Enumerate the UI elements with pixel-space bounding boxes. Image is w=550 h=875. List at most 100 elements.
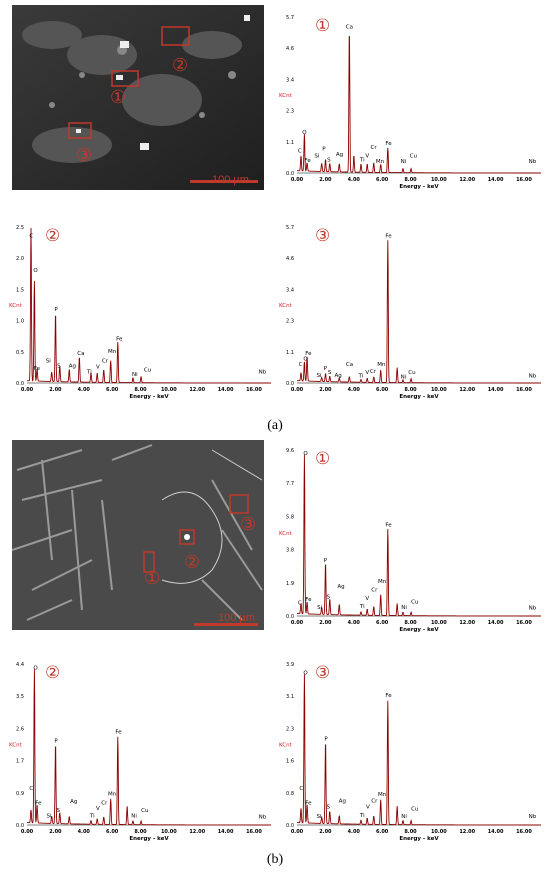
y-axis-label: KCnt: [279, 743, 293, 749]
peak-label-ca: Ca: [346, 362, 353, 368]
spectrum-a2: 0.0 0.5 1.0 1.5 2.0 2.5 0.00 2.00 4.00 6.00 8.00 10…: [9, 225, 271, 400]
peak-label-s: S: [327, 157, 331, 163]
peak-label-c: C: [29, 786, 33, 792]
x-tick-label: 6.00: [376, 387, 389, 393]
x-tick-label: 12.00: [459, 387, 475, 393]
sem-image-b: ① ② ③ 100 µm: [12, 440, 264, 630]
peak-label-s: S: [326, 594, 330, 600]
spectrum-line: [297, 454, 541, 617]
peak-label-fe: Fe: [305, 351, 312, 357]
peak-label-v: V: [96, 365, 100, 371]
peak-label-mn: Mn: [377, 362, 386, 368]
panel-label-a: (a): [267, 418, 283, 433]
x-tick-label: 2.00: [319, 387, 332, 393]
peak-label-cu: Cu: [411, 807, 418, 813]
peak-label-ag: Ag: [337, 584, 344, 590]
x-tick-label: 0.00: [291, 620, 304, 626]
peak-label-cu: Cu: [144, 368, 151, 374]
peak-label-o: O: [33, 665, 38, 671]
sem-image-a-drawing: [12, 5, 264, 190]
x-tick-label: 10.00: [161, 829, 177, 835]
x-tick-label: 6.00: [376, 620, 389, 626]
x-tick-label: 14.00: [488, 620, 504, 626]
x-tick-label: 16.00: [516, 829, 532, 835]
spectrum-line: [27, 227, 271, 384]
peak-label-fe: Fe: [305, 800, 312, 806]
peak-label-c: C: [298, 600, 302, 606]
peak-label-nb: Nb: [259, 370, 267, 376]
peak-label-fe: Fe: [385, 523, 392, 529]
x-tick-label: 4.00: [348, 177, 361, 183]
peak-label-ni: Ni: [401, 159, 407, 165]
peak-label-cr: Cr: [371, 798, 378, 804]
y-tick-label: 1.7: [16, 759, 24, 765]
x-tick-label: 4.00: [348, 387, 361, 393]
x-tick-label: 8.00: [404, 177, 417, 183]
peak-label-mn: Mn: [108, 349, 117, 355]
x-tick-label: 10.00: [161, 387, 177, 393]
y-tick-label: 2.0: [16, 256, 24, 262]
x-tick-label: 8.00: [134, 829, 147, 835]
peak-label-si: Si: [46, 814, 51, 820]
peak-label-c: C: [299, 362, 303, 368]
x-tick-label: 14.00: [488, 829, 504, 835]
peak-label-s: S: [56, 808, 60, 814]
x-axis-label: Energy - keV: [129, 836, 169, 842]
y-tick-label: 4.6: [286, 256, 294, 262]
peak-label-cr: Cr: [371, 588, 378, 594]
y-tick-label: 9.6: [286, 448, 294, 454]
x-tick-label: 16.00: [516, 620, 532, 626]
sem-scale-label-a: 100 µm: [212, 174, 249, 186]
spectrum-line: [297, 240, 541, 384]
x-tick-label: 12.00: [189, 387, 205, 393]
peak-label-si: Si: [317, 605, 322, 611]
y-tick-label: 1.6: [286, 759, 294, 765]
peak-label-nb: Nb: [529, 159, 537, 165]
x-tick-label: 4.00: [78, 387, 91, 393]
peak-label-ti: Ti: [359, 813, 365, 819]
peak-label-s: S: [326, 805, 330, 811]
x-tick-label: 8.00: [134, 387, 147, 393]
sem-scale-label-b: 100 µm: [218, 612, 255, 624]
peak-label-ca: Ca: [77, 351, 84, 357]
y-tick-label: 0.9: [16, 791, 24, 797]
y-axis-label: KCnt: [279, 303, 293, 309]
peak-label-ni: Ni: [401, 605, 407, 611]
y-tick-label: 1.0: [16, 319, 24, 325]
x-tick-label: 2.00: [319, 177, 332, 183]
peak-label-nb: Nb: [529, 814, 537, 820]
x-tick-label: 10.00: [431, 387, 447, 393]
peak-label-cu: Cu: [411, 600, 418, 606]
x-tick-label: 2.00: [319, 829, 332, 835]
x-tick-label: 6.00: [106, 829, 119, 835]
x-tick-label: 2.00: [319, 620, 332, 626]
peak-label-ag: Ag: [335, 373, 342, 379]
x-axis-label: Energy - keV: [399, 836, 439, 842]
peak-label-fe: Fe: [385, 141, 392, 147]
y-axis-label: KCnt: [279, 93, 293, 99]
sem-marker-a-1: ①: [110, 87, 127, 107]
peak-label-ti: Ti: [359, 157, 365, 163]
y-axis-label: KCnt: [9, 743, 23, 749]
peak-label-o: O: [33, 268, 38, 274]
peak-label-v: V: [365, 153, 369, 159]
y-tick-label: 0.0: [286, 614, 294, 620]
spectrum-a1: 0.0 1.1 2.3 3.4 4.6 5.7 0.00 2.00 4.00 6.00 8.00 10…: [279, 15, 541, 190]
y-tick-label: 3.4: [286, 77, 294, 83]
spectrum-line: [27, 669, 271, 826]
x-tick-label: 4.00: [348, 829, 361, 835]
peak-label-p: P: [322, 146, 326, 152]
peak-label-ag: Ag: [336, 152, 343, 158]
x-tick-label: 0.00: [291, 177, 304, 183]
peak-label-fe: Fe: [305, 158, 312, 164]
x-tick-label: 8.00: [404, 620, 417, 626]
y-tick-label: 2.3: [286, 319, 294, 325]
peak-label-o: O: [303, 356, 308, 362]
y-tick-label: 2.6: [16, 726, 24, 732]
peak-label-fe: Fe: [35, 801, 42, 807]
x-tick-label: 0.00: [291, 829, 304, 835]
peak-label-ti: Ti: [357, 374, 363, 380]
x-tick-label: 14.00: [218, 829, 234, 835]
peak-label-s: S: [57, 363, 61, 369]
peak-label-fe: Fe: [385, 693, 392, 699]
